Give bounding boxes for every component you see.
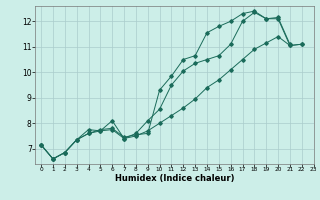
X-axis label: Humidex (Indice chaleur): Humidex (Indice chaleur) (115, 174, 234, 183)
